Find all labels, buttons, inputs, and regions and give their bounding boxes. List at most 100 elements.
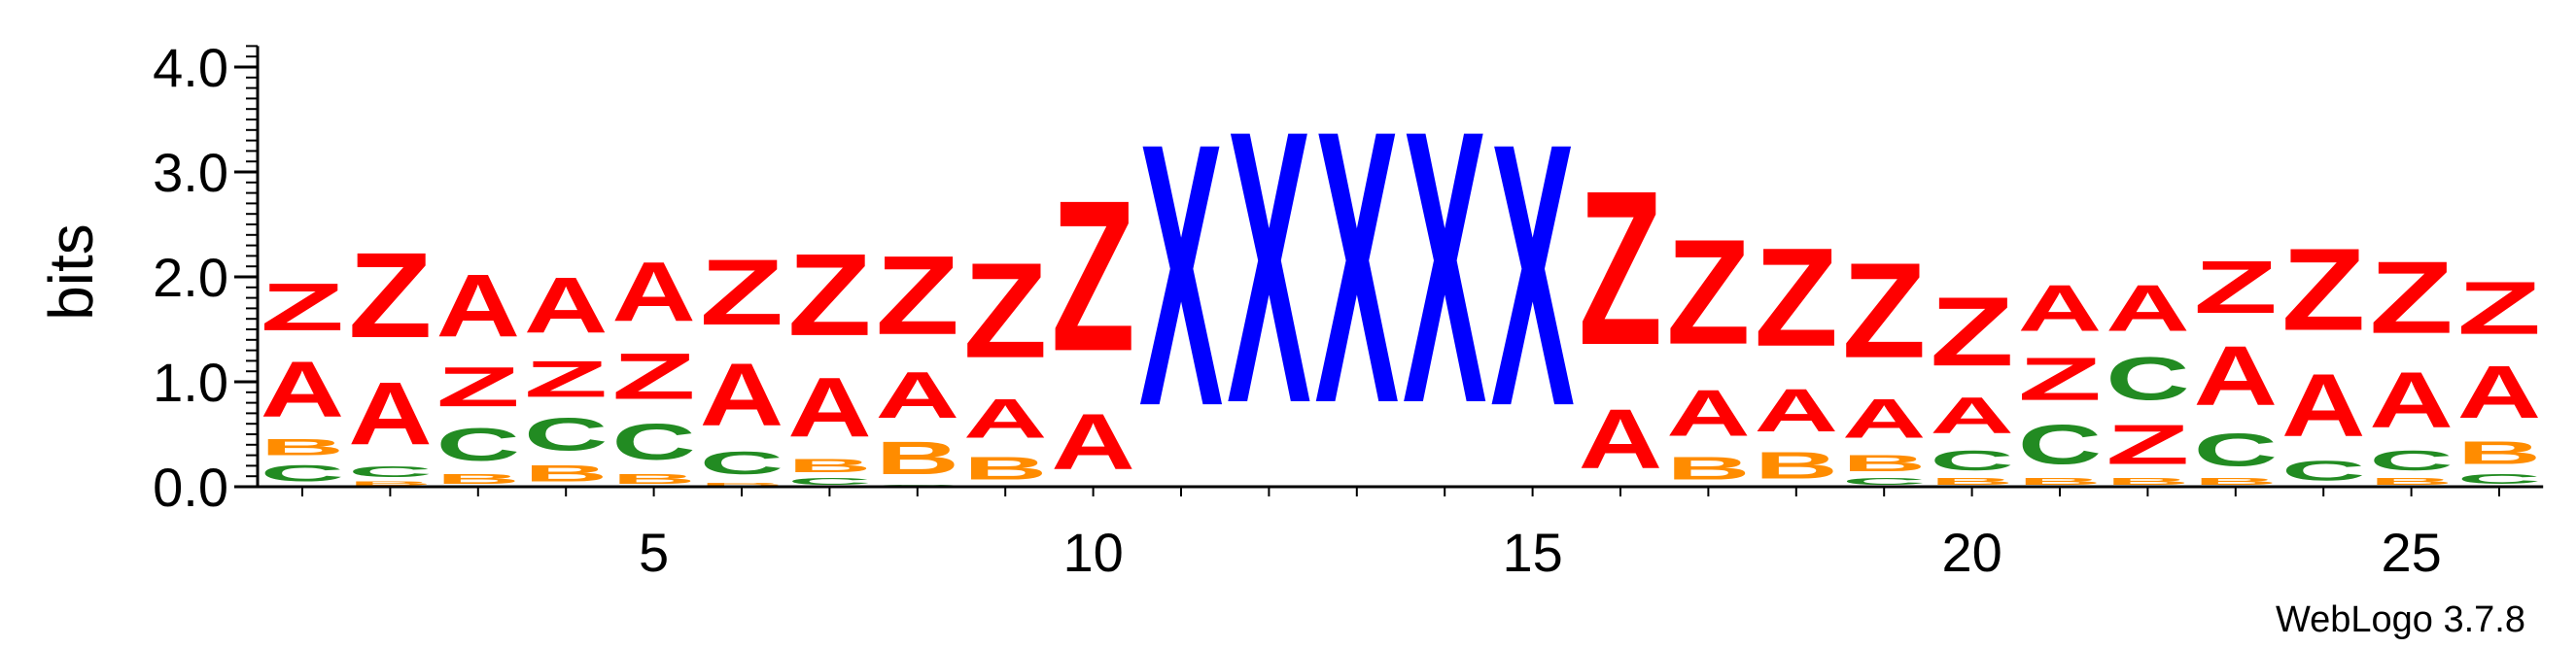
logo-letter-c: C (2281, 456, 2365, 487)
logo-letter-z: Z (963, 234, 1047, 386)
y-tick-label: 2.0 (153, 247, 228, 308)
logo-letter-b: B (700, 482, 783, 487)
logo-letter-a: A (348, 364, 432, 463)
logo-letter-a: A (611, 246, 695, 340)
x-tick-label: 10 (1062, 522, 1123, 583)
logo-letter-a: A (261, 345, 344, 434)
logo-letter-b: B (2369, 476, 2453, 487)
logo-letter-a: A (2194, 329, 2278, 424)
logo-letter-b: B (611, 471, 695, 487)
logo-letter-a: A (524, 260, 608, 350)
logo-letter-a: A (787, 360, 871, 455)
logo-letter-z: Z (876, 233, 959, 358)
logo-column: X (1315, 51, 1400, 485)
logo-letter-z: Z (1842, 234, 1926, 386)
x-tick-label: 20 (1941, 522, 2002, 583)
logo-letter-c: C (611, 413, 695, 471)
logo-letter-z: Z (611, 340, 695, 413)
logo-letter-c: C (2194, 424, 2278, 476)
logo-letter-c: C (348, 463, 432, 480)
logo-letter-c: C (1842, 476, 1926, 487)
y-tick-label: 1.0 (153, 352, 228, 413)
logo-letter-z: Z (787, 229, 871, 360)
logo-column: AZ (1579, 146, 1662, 487)
logo-letter-c: C (2457, 471, 2541, 487)
logo-letter-z: Z (700, 239, 783, 344)
logo-letter-b: B (524, 460, 608, 487)
logo-letter-z: Z (524, 350, 608, 408)
logo-letter-x: X (1227, 51, 1311, 485)
logo-letter-b: B (2106, 476, 2189, 487)
y-tick-label: 3.0 (153, 142, 228, 203)
logo-letter-c: C (2018, 413, 2102, 476)
logo-letter-a: A (1842, 387, 1926, 450)
logo-letter-b: B (2018, 476, 2102, 487)
logo-column: X (1403, 51, 1487, 485)
logo-letter-b: B (1842, 450, 1926, 476)
logo-letter-a: A (876, 358, 959, 432)
logo-column: BAZ (1666, 209, 1750, 487)
logo-letter-c: C (787, 476, 871, 487)
logo-letter-z: Z (2018, 345, 2102, 413)
logo-letter-a: A (1579, 392, 1662, 487)
logo-letter-z: Z (1051, 156, 1134, 396)
logo-letter-a: A (1051, 397, 1134, 487)
weblogo-credit: WebLogo 3.7.8 (2276, 599, 2525, 640)
logo-letter-x: X (1139, 66, 1224, 484)
logo-letter-stacks: CBAZBCAZBCZABCZABCZABCAZCBAZCBAZBAZAZXXX… (261, 51, 2541, 487)
logo-letter-a: A (1666, 376, 1750, 450)
logo-column: X (1490, 66, 1575, 484)
logo-letter-z: Z (261, 269, 344, 345)
x-tick-label: 15 (1502, 522, 1562, 583)
y-tick-label: 4.0 (153, 37, 228, 98)
logo-column: X (1139, 66, 1224, 484)
y-axis-title: bits (36, 223, 106, 321)
logo-letter-z: Z (2106, 413, 2189, 476)
logo-letter-b: B (436, 471, 520, 487)
logo-letter-b: B (2194, 476, 2278, 487)
y-tick-label: 0.0 (153, 457, 228, 518)
logo-letter-z: Z (2194, 246, 2278, 329)
logo-letter-c: C (2106, 346, 2189, 414)
logo-letter-z: Z (436, 356, 520, 419)
logo-letter-a: A (2018, 271, 2102, 345)
logo-letter-x: X (1403, 51, 1487, 485)
logo-letter-z: Z (1755, 220, 1838, 376)
logo-letter-z: Z (1579, 146, 1662, 392)
logo-letter-b: B (876, 432, 959, 485)
logo-letter-a: A (963, 387, 1047, 450)
logo-letter-a: A (1755, 377, 1838, 445)
logo-letter-z: Z (348, 227, 432, 363)
logo-letter-x: X (1315, 51, 1400, 485)
logo-letter-z: Z (2369, 241, 2453, 356)
logo-column: BAZ (1755, 220, 1838, 486)
logo-letter-b: B (1755, 445, 1838, 487)
chart-axes: 0.0 1.0 2.0 3.0 4.0 5 10 15 20 25 (153, 37, 2544, 583)
logo-letter-z: Z (1666, 209, 1750, 376)
x-tick-label: 25 (2381, 522, 2441, 583)
logo-letter-c: C (261, 460, 344, 487)
logo-letter-a: A (436, 256, 520, 355)
logo-letter-b: B (1930, 476, 2013, 487)
logo-letter-a: A (1930, 387, 2013, 445)
logo-letter-z: Z (1930, 278, 2013, 388)
logo-letter-b: B (2457, 434, 2541, 471)
logo-letter-a: A (2281, 356, 2365, 455)
logo-letter-b: B (787, 456, 871, 477)
